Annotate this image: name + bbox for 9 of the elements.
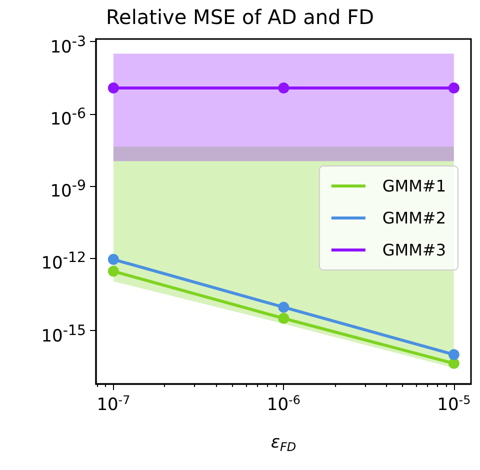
chart-title: Relative MSE of AD and FD <box>106 5 374 29</box>
legend-label: GMM#3 <box>382 240 446 260</box>
y-tick-label: 10$^{-15}$ <box>41 322 86 348</box>
y-tick-label: 10$^{-9}$ <box>50 177 86 204</box>
y-tick-label: 10$^{-12}$ <box>41 249 86 276</box>
legend-label: GMM#2 <box>382 208 446 228</box>
y-tick-label: 10$^{-6}$ <box>50 104 86 132</box>
y-tick-label: 10$^{-3}$ <box>50 32 86 60</box>
legend-label: GMM#1 <box>382 176 446 196</box>
